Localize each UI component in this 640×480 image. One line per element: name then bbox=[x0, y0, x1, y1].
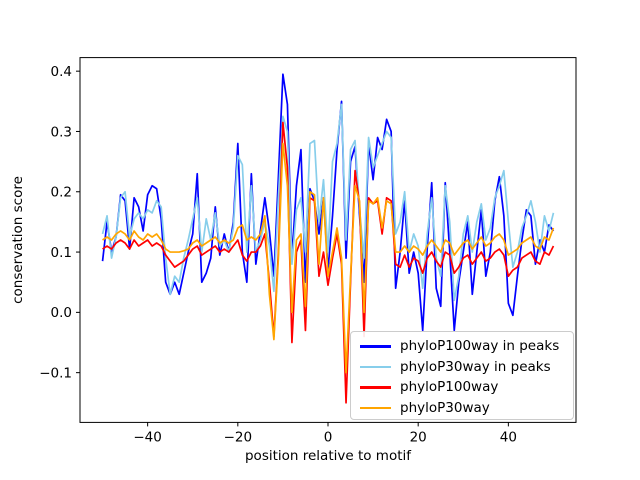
x-tick-label: −20 bbox=[224, 429, 253, 445]
legend-line-swatch bbox=[360, 406, 391, 409]
y-tick-label: 0.1 bbox=[51, 245, 72, 261]
line-phylop30way bbox=[102, 142, 555, 374]
legend-entry: phyloP30way in peaks bbox=[360, 357, 567, 378]
legend-line-swatch bbox=[360, 386, 391, 389]
legend-label: phyloP100way bbox=[400, 379, 499, 396]
y-tick-label: 0.3 bbox=[51, 124, 72, 140]
y-axis-label: conservation score bbox=[10, 176, 26, 304]
line-phylop100way bbox=[102, 121, 555, 404]
legend-label: phyloP30way in peaks bbox=[400, 358, 551, 375]
x-tick-label: 0 bbox=[324, 429, 333, 445]
legend-entry: phyloP30way bbox=[360, 398, 567, 419]
legend-line-swatch bbox=[360, 345, 391, 348]
y-tick-label: −0.1 bbox=[39, 365, 72, 381]
legend-label: phyloP30way bbox=[400, 399, 490, 416]
legend: phyloP100way in peaks phyloP30way in peak… bbox=[350, 331, 574, 420]
axes-layer: −40 −20 0 20 40 −0.1 0.0 0.1 0.2 0.3 0.4 bbox=[39, 57, 577, 445]
legend-entry: phyloP100way in peaks bbox=[360, 336, 567, 357]
series-layer bbox=[101, 73, 555, 404]
x-axis-label: position relative to motif bbox=[245, 448, 412, 464]
line-phylop30way-in-peaks bbox=[101, 103, 555, 302]
y-tick-label: 0.0 bbox=[51, 305, 72, 321]
y-tick-label: 0.2 bbox=[51, 185, 72, 201]
x-tick-label: 20 bbox=[410, 429, 427, 445]
x-tick-label: −40 bbox=[133, 429, 162, 445]
x-tick-label: 40 bbox=[500, 429, 517, 445]
legend-line-swatch bbox=[360, 365, 391, 368]
y-tick-label: 0.4 bbox=[51, 64, 72, 80]
legend-label: phyloP100way in peaks bbox=[400, 338, 560, 355]
legend-entry: phyloP100way bbox=[360, 377, 567, 398]
